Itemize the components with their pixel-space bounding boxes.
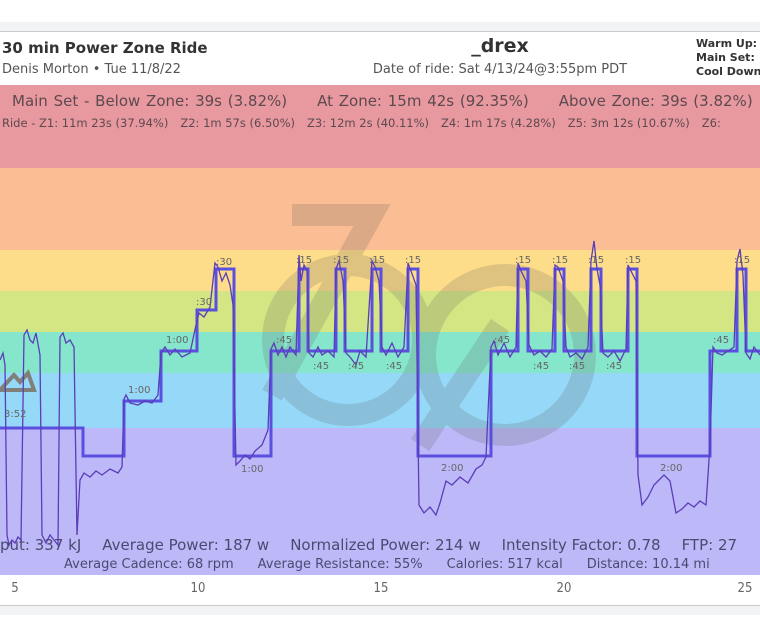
legend-cool-down: Cool Down: [696, 65, 760, 78]
instructor-date: Denis Morton • Tue 11/8/22: [2, 62, 181, 77]
svg-text::45: :45: [569, 361, 585, 372]
class-title: 30 min Power Zone Ride: [2, 39, 208, 57]
segment-legend: Warm Up: Main Set: Cool Down: [696, 37, 760, 79]
top-bar: [0, 0, 760, 22]
chart-plot: 3:52 1:00 1:00 :30 :30 1:00 :45 :15 :45 …: [0, 204, 760, 547]
svg-text::30: :30: [196, 297, 212, 308]
svg-text:1:00: 1:00: [128, 385, 150, 396]
svg-text::15: :15: [734, 255, 750, 266]
zone-z4: Z4: 1m 17s (4.28%): [441, 116, 556, 130]
power-zone-chart: 3:52 1:00 1:00 :30 :30 1:00 :45 :15 :45 …: [0, 85, 760, 575]
svg-text::15: :15: [333, 255, 349, 266]
zone-band-z6: [0, 168, 760, 250]
svg-text::15: :15: [405, 255, 421, 266]
zone-z3: Z3: 12m 2s (40.11%): [307, 116, 430, 130]
ride-stats-primary: put: 337 kJ Average Power: 187 w Normalize…: [0, 536, 758, 554]
zone-band-z7: [0, 85, 760, 168]
top-divider: [0, 22, 760, 32]
stat-output: put: 337 kJ: [0, 536, 82, 554]
zone-z2: Z2: 1m 57s (6.50%): [180, 116, 296, 130]
svg-text::45: :45: [348, 361, 364, 372]
main-set-summary: Main Set - Below Zone: 39s (3.82%) At Zon…: [12, 92, 760, 110]
stat-avg-power: Average Power: 187 w: [102, 536, 270, 554]
stat-avg-cadence: Average Cadence: 68 rpm: [64, 557, 234, 572]
ride-date: Date of ride: Sat 4/13/24@3:55pm PDT: [372, 62, 628, 77]
svg-text::45: :45: [313, 361, 329, 372]
svg-text:2:00: 2:00: [660, 463, 682, 474]
bottom-divider: [0, 606, 760, 615]
stat-avg-resistance: Average Resistance: 55%: [257, 557, 423, 572]
svg-text::45: :45: [276, 335, 292, 346]
chart-header: 30 min Power Zone Ride Denis Morton • Tu…: [0, 32, 760, 85]
watermark-logo: [262, 204, 596, 452]
svg-text::15: :15: [296, 255, 312, 266]
zone-z5: Z5: 3m 12s (10.67%): [567, 116, 690, 130]
svg-text::45: :45: [494, 335, 510, 346]
below-zone: Main Set - Below Zone: 39s (3.82%): [12, 92, 288, 110]
ride-stats-secondary: Average Cadence: 68 rpm Average Resistanc…: [64, 557, 734, 572]
svg-text::15: :15: [588, 255, 604, 266]
zone-band-z1: [0, 428, 760, 575]
svg-text::30: :30: [216, 257, 232, 268]
at-zone: At Zone: 15m 42s (92.35%): [317, 92, 529, 110]
x-tick: 5: [11, 581, 19, 596]
svg-text::15: :15: [369, 255, 385, 266]
stat-distance: Distance: 10.14 mi: [586, 557, 710, 572]
legend-main-set: Main Set:: [696, 51, 755, 64]
stat-ftp: FTP: 27: [681, 536, 738, 554]
interval-labels: 3:52 1:00 1:00 :30 :30 1:00 :45 :15 :45 …: [4, 255, 750, 475]
x-tick: 25: [737, 581, 753, 596]
stat-calories: Calories: 517 kcal: [446, 557, 563, 572]
svg-text::45: :45: [533, 361, 549, 372]
svg-text:2:00: 2:00: [441, 463, 463, 474]
svg-text::15: :15: [552, 255, 568, 266]
x-tick: 10: [190, 581, 206, 596]
svg-text::15: :15: [625, 255, 641, 266]
above-zone: Above Zone: 39s (3.82%): [558, 92, 753, 110]
svg-text::45: :45: [606, 361, 622, 372]
svg-text::45: :45: [386, 361, 402, 372]
svg-text::45: :45: [713, 335, 729, 346]
legend-warm-up: Warm Up:: [696, 37, 758, 50]
zone-z6: Z6:: [701, 116, 721, 130]
zone-summary: Ride - Z1: 11m 23s (37.94%) Z2: 1m 57s (6…: [2, 116, 733, 130]
svg-text:3:52: 3:52: [4, 409, 26, 420]
svg-text:1:00: 1:00: [241, 464, 263, 475]
svg-text::15: :15: [515, 255, 531, 266]
power-line: [0, 240, 760, 547]
username: _drex: [471, 35, 529, 57]
zone-z1: Ride - Z1: 11m 23s (37.94%): [2, 116, 169, 130]
x-axis: 5 10 15 20 25: [0, 575, 760, 606]
x-tick: 15: [373, 581, 389, 596]
stat-intensity-factor: Intensity Factor: 0.78: [501, 536, 661, 554]
stat-normalized-power: Normalized Power: 214 w: [290, 536, 481, 554]
svg-text:1:00: 1:00: [166, 335, 188, 346]
x-tick: 20: [556, 581, 572, 596]
